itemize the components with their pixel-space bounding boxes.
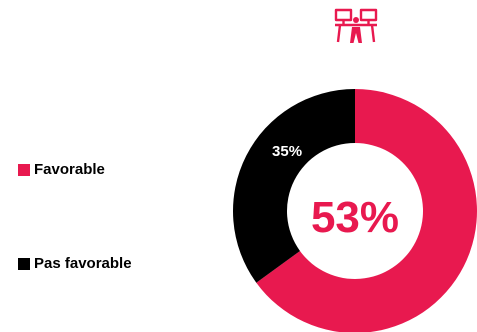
legend-label-pas-favorable: Pas favorable — [34, 255, 132, 272]
data-label-pas-favorable: 35% — [272, 143, 302, 160]
legend-item-pas-favorable: Pas favorable — [18, 255, 132, 272]
legend-item-favorable: Favorable — [18, 161, 105, 178]
legend-swatch-favorable — [18, 163, 30, 176]
workstation-icon — [334, 8, 378, 44]
center-percentage-label: 53% — [310, 193, 400, 242]
donut-slice-favorable — [256, 89, 477, 332]
legend-swatch-pas-favorable — [18, 257, 30, 270]
legend-label-favorable: Favorable — [34, 161, 105, 178]
donut-slice-pas-favorable — [232, 89, 355, 283]
